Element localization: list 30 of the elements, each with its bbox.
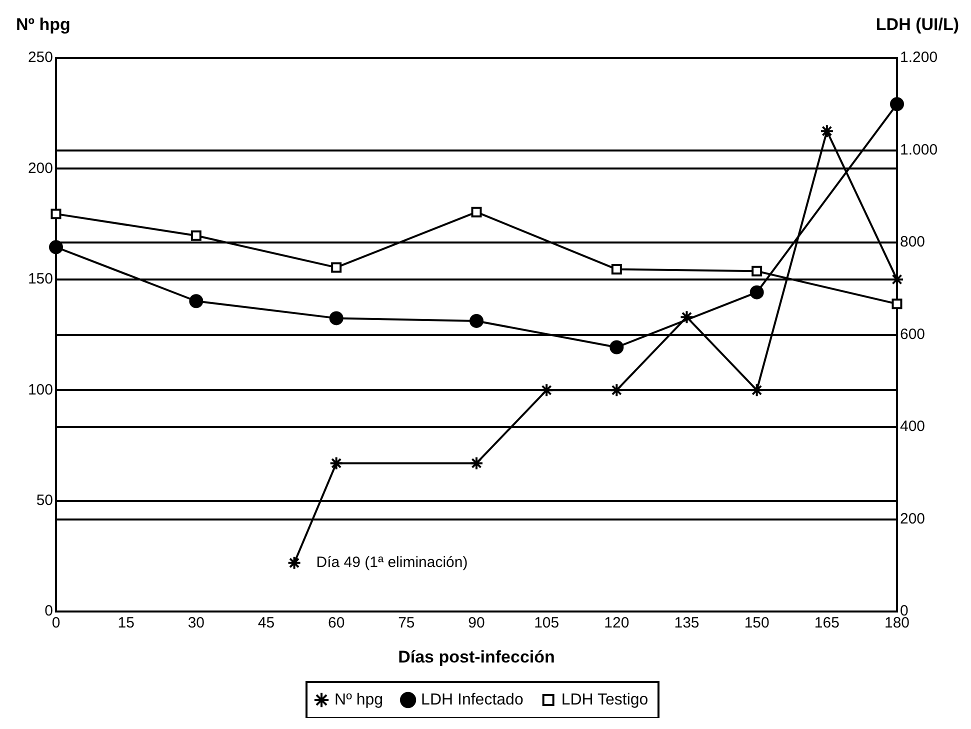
y-tick-label: 50 (36, 492, 53, 510)
y2-axis-title: LDH (UI/L) (876, 15, 959, 34)
legend-label: LDH Testigo (561, 691, 648, 708)
y2-tick-label: 600 (900, 326, 926, 343)
x-tick-label: 135 (674, 614, 700, 632)
legend-label: LDH Infectado (421, 691, 524, 708)
y2-tick-label: 800 (900, 234, 926, 251)
x-tick-label: 45 (258, 614, 275, 632)
annotation: Día 49 (1ª eliminación) (316, 554, 468, 572)
y2-tick-label: 400 (900, 418, 926, 436)
y-axis-title: Nº hpg (16, 15, 70, 34)
y-tick-label: 0 (44, 602, 53, 620)
y2-tick-label: 1.200 (900, 49, 938, 66)
x-axis-title: Días post-infección (398, 647, 555, 666)
y-tick-label: 200 (28, 160, 53, 177)
y-tick-label: 250 (28, 49, 53, 66)
x-tick-label: 75 (398, 614, 415, 632)
y2-tick-label: 200 (900, 510, 926, 528)
x-tick-label: 105 (534, 614, 560, 632)
x-tick-label: 30 (188, 614, 205, 632)
y2-tick-label: 1.000 (900, 141, 938, 158)
x-tick-label: 120 (604, 614, 630, 632)
y-tick-label: 100 (28, 381, 53, 398)
x-tick-label: 165 (814, 614, 840, 632)
y-tick-label: 150 (28, 270, 53, 288)
x-tick-label: 150 (744, 614, 770, 632)
x-tick-label: 60 (328, 614, 345, 632)
x-tick-label: 90 (468, 614, 485, 632)
legend-label: Nº hpg (334, 691, 384, 708)
x-tick-label: 15 (118, 614, 134, 632)
